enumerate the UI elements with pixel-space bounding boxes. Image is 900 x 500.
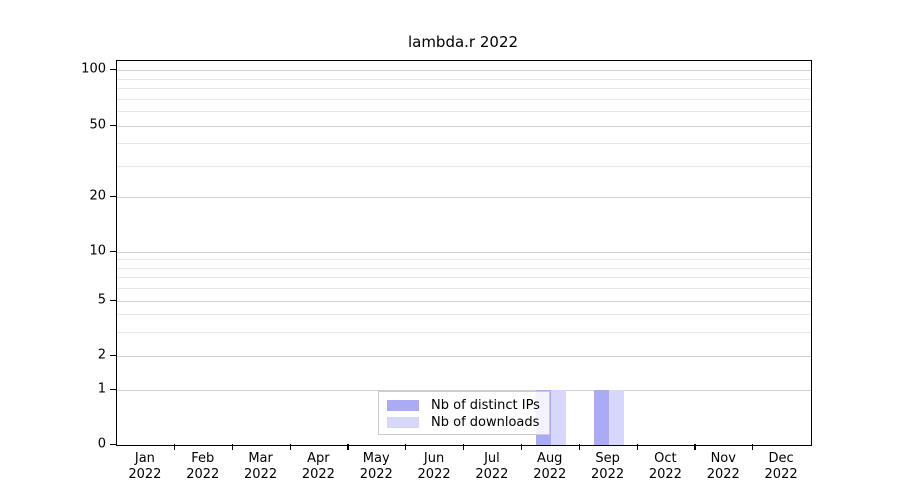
y-axis-tick-mark bbox=[110, 251, 116, 253]
bar bbox=[593, 390, 609, 445]
y-axis-tick-mark bbox=[110, 355, 116, 357]
y-axis-tick-label: 100 bbox=[81, 61, 106, 77]
gridline bbox=[117, 288, 811, 290]
y-axis-tick-label: 20 bbox=[89, 188, 106, 204]
gridline bbox=[117, 356, 811, 357]
bar bbox=[608, 390, 624, 445]
x-axis-tick-mark bbox=[289, 444, 291, 450]
x-tick-year: 2022 bbox=[128, 467, 162, 482]
gridline bbox=[117, 277, 811, 279]
y-axis-tick-label: 1 bbox=[97, 381, 106, 397]
x-axis-tick-label: Jun 2022 bbox=[404, 451, 464, 483]
y-axis-tick-mark bbox=[110, 69, 116, 71]
x-axis-tick-label: Feb 2022 bbox=[173, 451, 233, 483]
legend-label: Nb of downloads bbox=[431, 415, 540, 430]
x-tick-month: Sep bbox=[595, 451, 620, 466]
x-tick-month: Dec bbox=[768, 451, 794, 466]
x-axis-tick-label: Dec 2022 bbox=[751, 451, 811, 483]
gridline bbox=[117, 70, 811, 71]
x-axis-tick-label: Nov 2022 bbox=[693, 451, 753, 483]
y-axis-tick-mark bbox=[110, 444, 116, 446]
gridline bbox=[117, 126, 811, 127]
y-axis: 100 50 20 10 5 2 1 0 bbox=[0, 0, 106, 500]
gridline bbox=[117, 98, 811, 100]
x-tick-year: 2022 bbox=[186, 467, 220, 482]
x-axis-tick-label: Mar 2022 bbox=[231, 451, 291, 483]
x-axis-tick-label: Apr 2022 bbox=[288, 451, 348, 483]
x-tick-year: 2022 bbox=[591, 467, 625, 482]
x-tick-year: 2022 bbox=[244, 467, 278, 482]
gridline bbox=[117, 301, 811, 302]
x-tick-month: Oct bbox=[654, 451, 677, 466]
x-tick-month: Apr bbox=[307, 451, 330, 466]
x-tick-year: 2022 bbox=[648, 467, 682, 482]
gridline bbox=[117, 197, 811, 198]
legend-swatch-icon bbox=[387, 400, 419, 411]
x-tick-month: Feb bbox=[191, 451, 215, 466]
x-axis-tick-label: May 2022 bbox=[346, 451, 406, 483]
x-axis-tick-mark bbox=[520, 444, 523, 450]
x-tick-year: 2022 bbox=[417, 467, 451, 482]
x-tick-month: Jun bbox=[423, 451, 445, 466]
legend-item[interactable]: Nb of downloads bbox=[387, 414, 541, 431]
x-tick-month: Jul bbox=[484, 451, 500, 466]
chart-title: lambda.r 2022 bbox=[407, 33, 519, 51]
y-axis-tick-mark bbox=[110, 389, 116, 391]
gridline bbox=[117, 111, 811, 113]
legend-swatch-icon bbox=[387, 417, 419, 428]
x-tick-month: Nov bbox=[710, 451, 736, 466]
x-tick-month: May bbox=[362, 451, 390, 466]
x-axis-tick-mark bbox=[752, 444, 754, 450]
gridline bbox=[117, 390, 811, 391]
gridline bbox=[117, 88, 811, 90]
gridline bbox=[117, 267, 811, 269]
x-axis-tick-mark bbox=[578, 444, 580, 450]
gridline bbox=[117, 331, 811, 333]
plot-inner bbox=[117, 61, 811, 445]
gridline bbox=[117, 252, 811, 253]
x-axis-tick-label: Jul 2022 bbox=[462, 451, 522, 483]
gridline bbox=[117, 78, 811, 80]
x-tick-month: Jan bbox=[134, 451, 155, 466]
x-tick-year: 2022 bbox=[301, 467, 335, 482]
gridline bbox=[117, 314, 811, 316]
y-axis-tick-label: 2 bbox=[97, 347, 106, 363]
y-axis-tick-mark bbox=[110, 125, 116, 127]
gridline bbox=[117, 165, 811, 167]
y-axis-tick-label: 0 bbox=[97, 436, 106, 452]
x-axis-tick-mark bbox=[463, 444, 465, 450]
x-axis-tick-mark bbox=[405, 444, 407, 450]
x-axis-tick-label: Jan 2022 bbox=[115, 451, 175, 483]
x-tick-year: 2022 bbox=[533, 467, 567, 482]
y-axis-tick-label: 5 bbox=[97, 292, 106, 308]
x-axis-tick-mark bbox=[347, 444, 349, 450]
x-tick-month: Aug bbox=[537, 451, 563, 466]
gridline bbox=[117, 143, 811, 145]
x-tick-year: 2022 bbox=[359, 467, 393, 482]
legend-label: Nb of distinct IPs bbox=[431, 398, 540, 413]
x-axis-tick-mark bbox=[173, 444, 176, 450]
x-axis-tick-mark bbox=[694, 444, 696, 450]
plot-area bbox=[116, 60, 812, 446]
bar bbox=[550, 390, 566, 445]
gridline bbox=[117, 259, 811, 261]
x-axis-tick-label: Aug 2022 bbox=[520, 451, 580, 483]
x-axis-tick-label: Oct 2022 bbox=[635, 451, 695, 483]
y-axis-tick-mark bbox=[110, 300, 116, 302]
x-axis-tick-mark bbox=[636, 444, 638, 450]
x-axis-tick-label: Sep 2022 bbox=[578, 451, 638, 483]
y-axis-tick-label: 50 bbox=[89, 117, 106, 133]
x-tick-year: 2022 bbox=[706, 467, 740, 482]
x-tick-year: 2022 bbox=[475, 467, 509, 482]
y-axis-tick-mark bbox=[110, 196, 116, 198]
x-axis-tick-mark bbox=[231, 444, 233, 450]
chart-legend: Nb of distinct IPs Nb of downloads bbox=[378, 391, 550, 435]
x-tick-month: Mar bbox=[248, 451, 273, 466]
x-tick-year: 2022 bbox=[764, 467, 798, 482]
legend-item[interactable]: Nb of distinct IPs bbox=[387, 397, 541, 414]
y-axis-tick-label: 10 bbox=[89, 243, 106, 259]
